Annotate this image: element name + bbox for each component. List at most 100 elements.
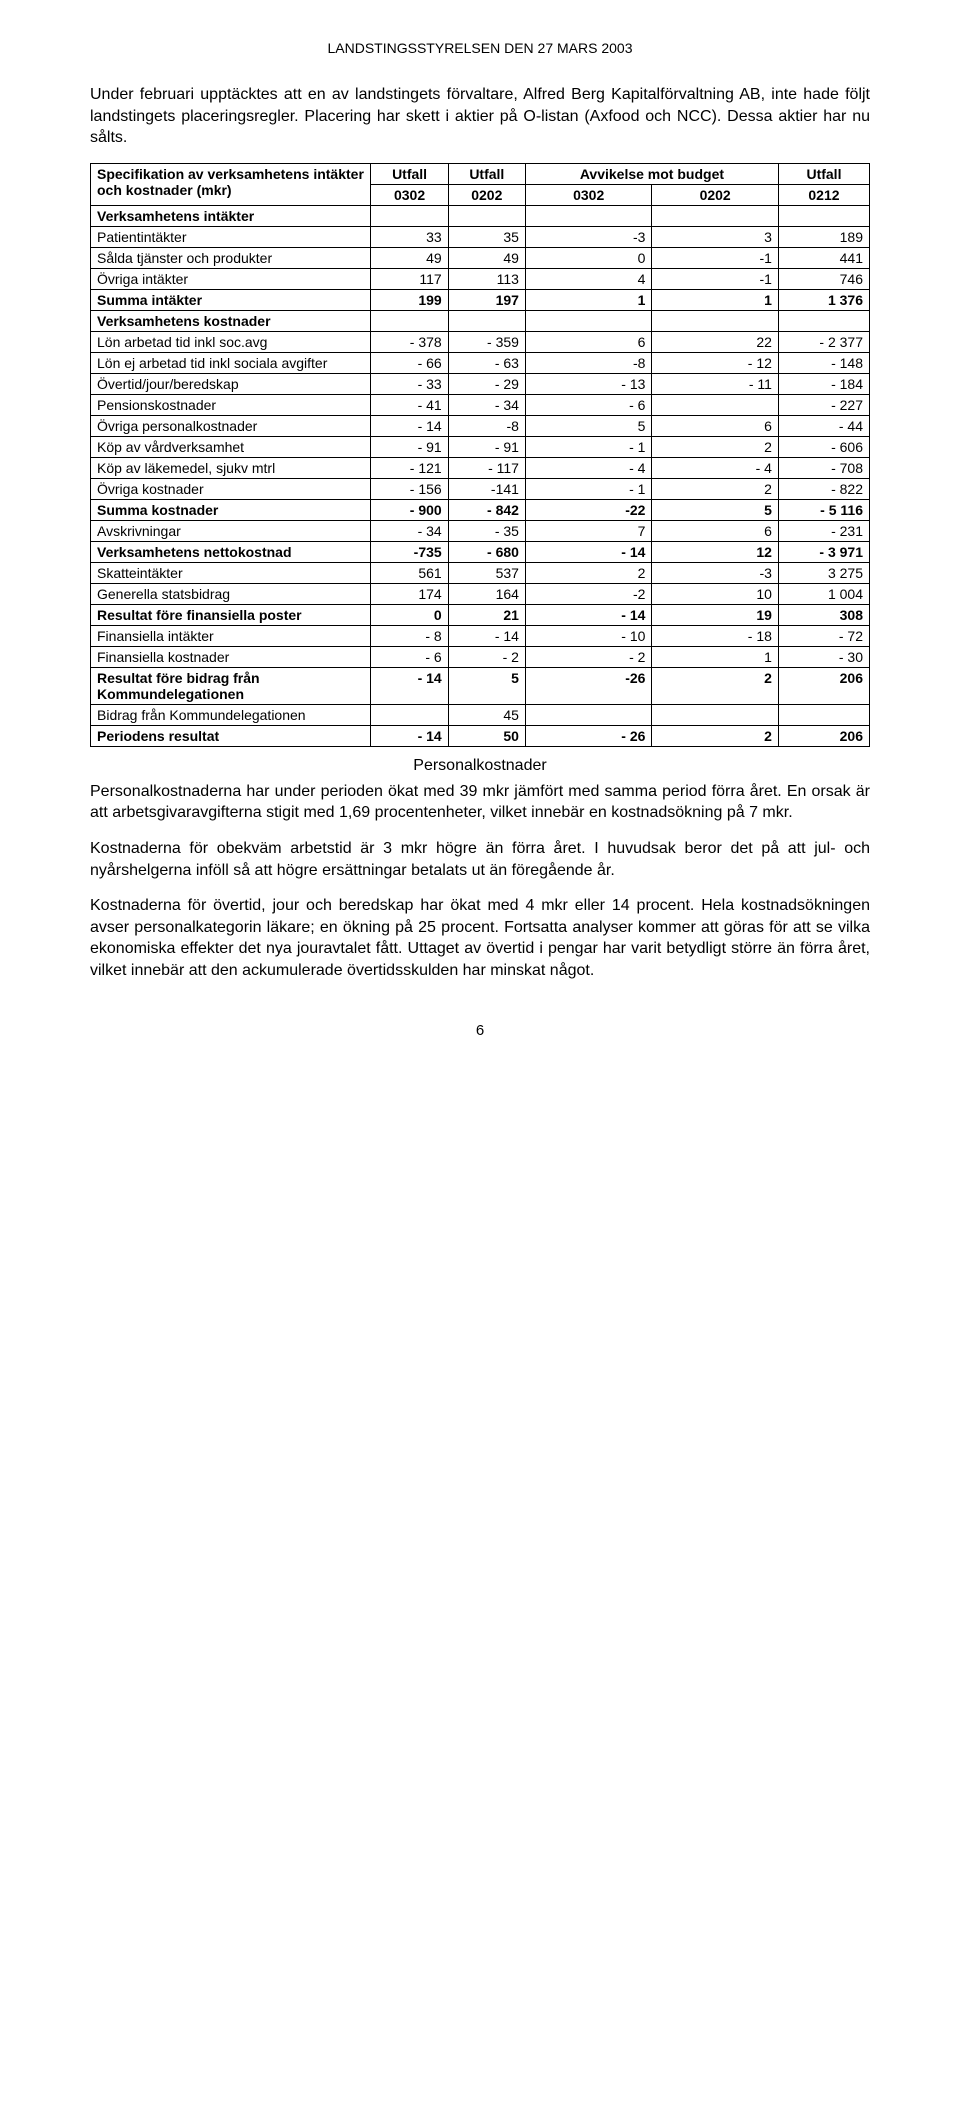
row-cell: 22 [652, 331, 778, 352]
row-label: Finansiella kostnader [91, 646, 371, 667]
table-row: Lön ej arbetad tid inkl sociala avgifter… [91, 352, 870, 373]
row-cell [525, 310, 651, 331]
row-cell: - 34 [448, 394, 525, 415]
table-row: Verksamhetens nettokostnad-735- 680- 141… [91, 541, 870, 562]
col-utfall-3: Utfall [778, 163, 869, 184]
table-row: Övriga intäkter1171134-1746 [91, 268, 870, 289]
row-label: Patientintäkter [91, 226, 371, 247]
row-cell: -22 [525, 499, 651, 520]
row-cell: 561 [371, 562, 448, 583]
row-cell: 0 [371, 604, 448, 625]
row-cell: - 14 [371, 667, 448, 704]
row-cell: 2 [652, 725, 778, 746]
row-cell: - 14 [371, 415, 448, 436]
row-cell: - 91 [448, 436, 525, 457]
row-cell: -8 [525, 352, 651, 373]
sub-3: 0202 [652, 184, 778, 205]
paragraph-intro: Under februari upptäcktes att en av land… [90, 84, 870, 149]
row-cell: -1 [652, 247, 778, 268]
row-cell: 12 [652, 541, 778, 562]
row-cell: - 680 [448, 541, 525, 562]
row-label: Finansiella intäkter [91, 625, 371, 646]
row-cell [371, 205, 448, 226]
row-cell: 746 [778, 268, 869, 289]
sub-4: 0212 [778, 184, 869, 205]
col-label: Specifikation av verksamhetens intäkter … [91, 163, 371, 205]
table-body: Verksamhetens intäkterPatientintäkter333… [91, 205, 870, 746]
row-cell: - 156 [371, 478, 448, 499]
row-cell: 19 [652, 604, 778, 625]
row-cell: - 41 [371, 394, 448, 415]
table-row: Övriga kostnader- 156-141- 12- 822 [91, 478, 870, 499]
row-cell: - 18 [652, 625, 778, 646]
row-cell: - 1 [525, 436, 651, 457]
row-cell [778, 205, 869, 226]
sub-2: 0302 [525, 184, 651, 205]
row-cell: 164 [448, 583, 525, 604]
row-cell: - 184 [778, 373, 869, 394]
row-cell: - 29 [448, 373, 525, 394]
paragraph-3: Kostnaderna för obekväm arbetstid är 3 m… [90, 838, 870, 881]
row-cell: 537 [448, 562, 525, 583]
page-number: 6 [90, 1022, 870, 1039]
table-row: Verksamhetens kostnader [91, 310, 870, 331]
row-cell: 5 [448, 667, 525, 704]
page-header: LANDSTINGSSTYRELSEN DEN 27 MARS 2003 [90, 40, 870, 56]
row-cell: -26 [525, 667, 651, 704]
row-cell [652, 394, 778, 415]
row-label: Köp av läkemedel, sjukv mtrl [91, 457, 371, 478]
row-cell: - 2 [448, 646, 525, 667]
sub-0: 0302 [371, 184, 448, 205]
row-label: Övriga kostnader [91, 478, 371, 499]
row-cell: - 6 [525, 394, 651, 415]
row-cell: 174 [371, 583, 448, 604]
row-cell: 1 376 [778, 289, 869, 310]
row-cell: 33 [371, 226, 448, 247]
row-cell: - 359 [448, 331, 525, 352]
row-cell: - 44 [778, 415, 869, 436]
row-cell: 2 [525, 562, 651, 583]
paragraph-2: Personalkostnaderna har under perioden ö… [90, 781, 870, 824]
row-cell: -1 [652, 268, 778, 289]
row-cell: 49 [371, 247, 448, 268]
row-cell [371, 704, 448, 725]
paragraph-4: Kostnaderna för övertid, jour och bereds… [90, 895, 870, 981]
table-row: Periodens resultat- 1450- 262206 [91, 725, 870, 746]
table-row: Finansiella intäkter- 8- 14- 10- 18- 72 [91, 625, 870, 646]
row-cell: - 14 [525, 604, 651, 625]
row-cell: - 3 971 [778, 541, 869, 562]
table-row: Skatteintäkter5615372-33 275 [91, 562, 870, 583]
row-cell: 1 [525, 289, 651, 310]
row-cell: 1 [652, 646, 778, 667]
row-cell: 0 [525, 247, 651, 268]
row-cell: - 708 [778, 457, 869, 478]
table-row: Generella statsbidrag174164-2101 004 [91, 583, 870, 604]
row-cell: - 11 [652, 373, 778, 394]
row-cell: 206 [778, 667, 869, 704]
table-row: Köp av läkemedel, sjukv mtrl- 121- 117- … [91, 457, 870, 478]
row-label: Skatteintäkter [91, 562, 371, 583]
financial-table: Specifikation av verksamhetens intäkter … [90, 163, 870, 747]
row-cell: 199 [371, 289, 448, 310]
row-label: Övertid/jour/beredskap [91, 373, 371, 394]
table-row: Sålda tjänster och produkter49490-1441 [91, 247, 870, 268]
row-cell [652, 205, 778, 226]
row-cell: 21 [448, 604, 525, 625]
row-cell: -8 [448, 415, 525, 436]
row-cell: - 231 [778, 520, 869, 541]
row-label: Pensionskostnader [91, 394, 371, 415]
table-row: Resultat före finansiella poster021- 141… [91, 604, 870, 625]
col-utfall-2: Utfall [448, 163, 525, 184]
row-label: Köp av vårdverksamhet [91, 436, 371, 457]
row-cell: 2 [652, 478, 778, 499]
row-cell [652, 310, 778, 331]
row-cell: 35 [448, 226, 525, 247]
row-cell: 206 [778, 725, 869, 746]
row-cell: - 14 [448, 625, 525, 646]
row-cell: -141 [448, 478, 525, 499]
table-row: Verksamhetens intäkter [91, 205, 870, 226]
row-cell: - 13 [525, 373, 651, 394]
row-cell: - 4 [525, 457, 651, 478]
row-cell: - 4 [652, 457, 778, 478]
row-cell: - 227 [778, 394, 869, 415]
